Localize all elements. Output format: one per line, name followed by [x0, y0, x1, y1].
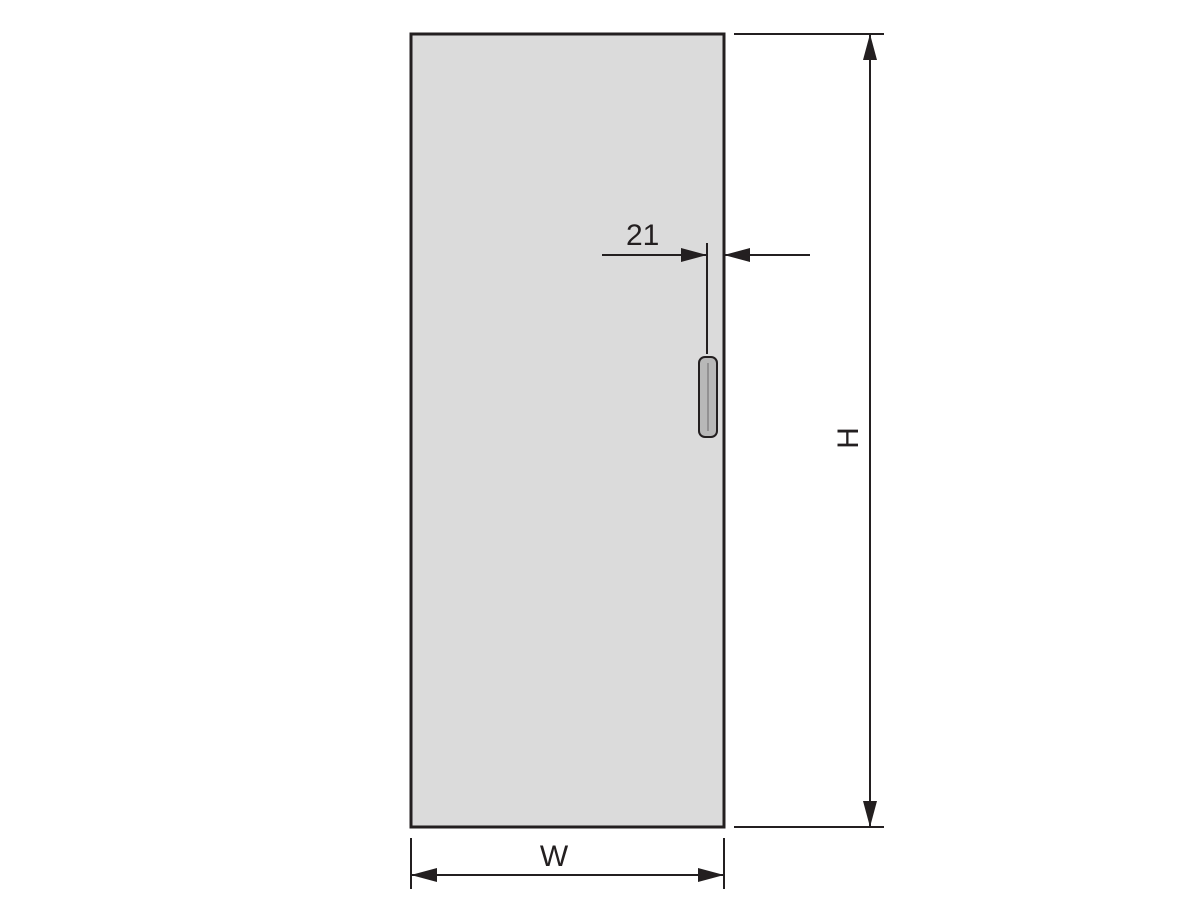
dimension-arrowhead	[863, 34, 877, 60]
dimension-arrowhead	[724, 248, 750, 262]
inset-dimension-label: 21	[626, 219, 659, 252]
dimension-arrowhead	[698, 868, 724, 882]
panel-body	[411, 34, 724, 827]
dimension-arrowhead	[863, 801, 877, 827]
dimension-arrowhead	[411, 868, 437, 882]
height-dimension-label: H	[832, 427, 865, 449]
width-dimension-label: W	[540, 840, 569, 873]
